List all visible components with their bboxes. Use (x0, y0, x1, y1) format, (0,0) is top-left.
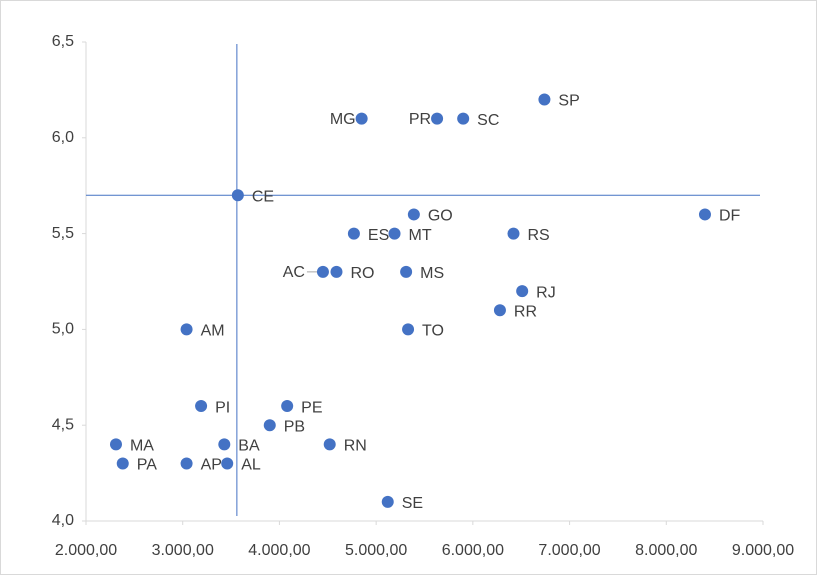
point (330, 265, 343, 278)
x-tick-label: 6.000,00 (442, 542, 504, 559)
point-label: MA (130, 438, 154, 455)
point (431, 112, 444, 125)
y-tick-label: 5,5 (52, 225, 74, 242)
point (400, 265, 413, 278)
point (116, 457, 129, 470)
point-label: CE (252, 188, 274, 205)
point (316, 265, 329, 278)
point (355, 112, 368, 125)
y-tick-label: 4,0 (52, 512, 74, 529)
y-tick-label: 4,5 (52, 416, 74, 433)
x-tick-label: 8.000,00 (635, 542, 697, 559)
point-label: RO (350, 265, 374, 282)
point (195, 400, 208, 413)
point (109, 438, 122, 451)
point-label: MS (420, 265, 444, 282)
point (407, 208, 420, 221)
x-tick-label: 4.000,00 (248, 542, 310, 559)
point-label: AM (201, 323, 225, 340)
x-tick-label: 9.000,00 (732, 542, 794, 559)
point (507, 227, 520, 240)
point-label: MT (409, 227, 432, 244)
x-tick-label: 5.000,00 (345, 542, 407, 559)
point-label: GO (428, 208, 453, 225)
point (388, 227, 401, 240)
point-label: MG (330, 111, 356, 128)
point-label: SC (477, 112, 499, 129)
point-label: PR (409, 111, 431, 128)
point-label: DF (719, 208, 741, 225)
y-tick-label: 5,0 (52, 321, 74, 338)
point-label: AC (283, 264, 305, 281)
x-tick-label: 3.000,00 (152, 542, 214, 559)
point (698, 208, 711, 221)
point-label: PI (215, 399, 230, 416)
point (218, 438, 231, 451)
point-label: RN (344, 438, 367, 455)
point (538, 93, 551, 106)
point-label: RS (527, 227, 549, 244)
point (180, 457, 193, 470)
point (402, 323, 415, 336)
point-label: ES (368, 227, 389, 244)
point-label: RJ (536, 284, 556, 301)
point (281, 400, 294, 413)
y-tick-label: 6,0 (52, 129, 74, 146)
point (457, 112, 470, 125)
point (263, 419, 276, 432)
point (493, 304, 506, 317)
point-label: TO (422, 323, 444, 340)
point-label: PE (301, 399, 322, 416)
point-label: PA (137, 457, 157, 474)
point (221, 457, 234, 470)
point-label: AP (201, 457, 222, 474)
point (381, 495, 394, 508)
point-label: BA (238, 438, 260, 455)
point (231, 189, 244, 202)
point-label: SP (558, 93, 579, 110)
point-label: SE (402, 495, 423, 512)
point-label: RR (514, 303, 537, 320)
point (180, 323, 193, 336)
point (347, 227, 360, 240)
point (323, 438, 336, 451)
point-label: PB (284, 418, 305, 435)
point-label: AL (241, 457, 261, 474)
x-tick-label: 7.000,00 (538, 542, 600, 559)
point (516, 285, 529, 298)
y-tick-label: 6,5 (52, 33, 74, 50)
x-tick-label: 2.000,00 (55, 542, 117, 559)
